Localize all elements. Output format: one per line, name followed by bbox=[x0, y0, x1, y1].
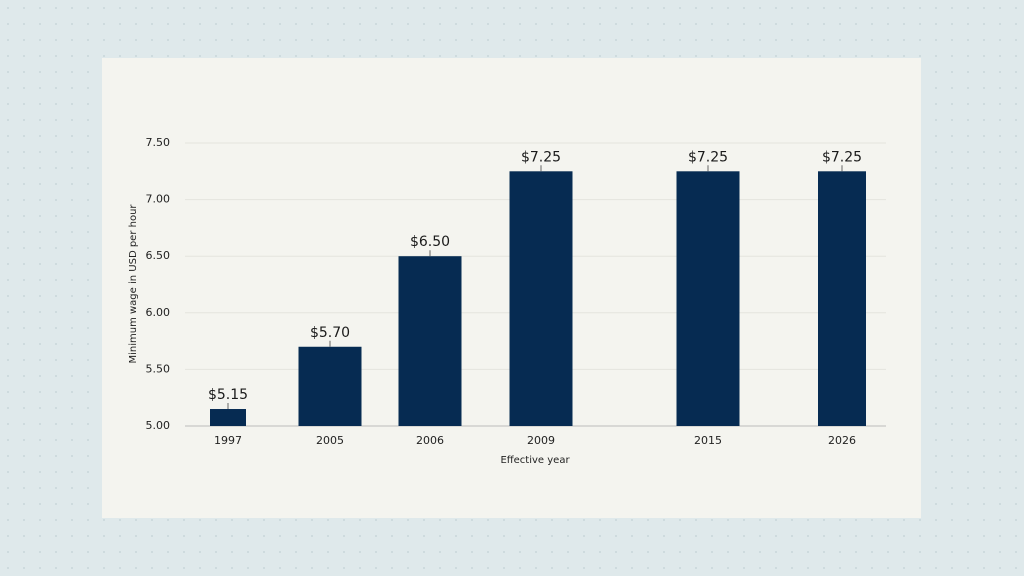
bar bbox=[210, 409, 246, 426]
y-tick-label: 7.00 bbox=[146, 193, 171, 206]
y-tick-label: 5.00 bbox=[146, 419, 171, 432]
x-tick-label: 2015 bbox=[694, 434, 722, 447]
bar bbox=[509, 171, 573, 426]
x-tick-label: 2026 bbox=[828, 434, 856, 447]
y-tick-label: 6.00 bbox=[146, 306, 171, 319]
bar bbox=[676, 171, 740, 426]
x-tick-label: 1997 bbox=[214, 434, 242, 447]
value-label: $7.25 bbox=[688, 149, 728, 165]
x-axis-title: Effective year bbox=[500, 455, 570, 466]
bar bbox=[298, 346, 362, 426]
bar bbox=[398, 256, 462, 426]
x-tick-label: 2009 bbox=[527, 434, 555, 447]
x-tick-label: 2006 bbox=[416, 434, 444, 447]
value-label: $7.25 bbox=[822, 149, 862, 165]
y-tick-label: 6.50 bbox=[146, 249, 171, 262]
y-tick-label: 5.50 bbox=[146, 362, 171, 375]
value-label: $5.15 bbox=[208, 387, 248, 403]
value-label: $6.50 bbox=[410, 234, 450, 250]
value-label: $7.25 bbox=[521, 149, 561, 165]
value-label: $5.70 bbox=[310, 325, 350, 341]
bar bbox=[818, 171, 866, 426]
x-tick-label: 2005 bbox=[316, 434, 344, 447]
y-tick-label: 7.50 bbox=[146, 136, 171, 149]
y-axis-title: Minimum wage in USD per hour bbox=[128, 204, 139, 364]
